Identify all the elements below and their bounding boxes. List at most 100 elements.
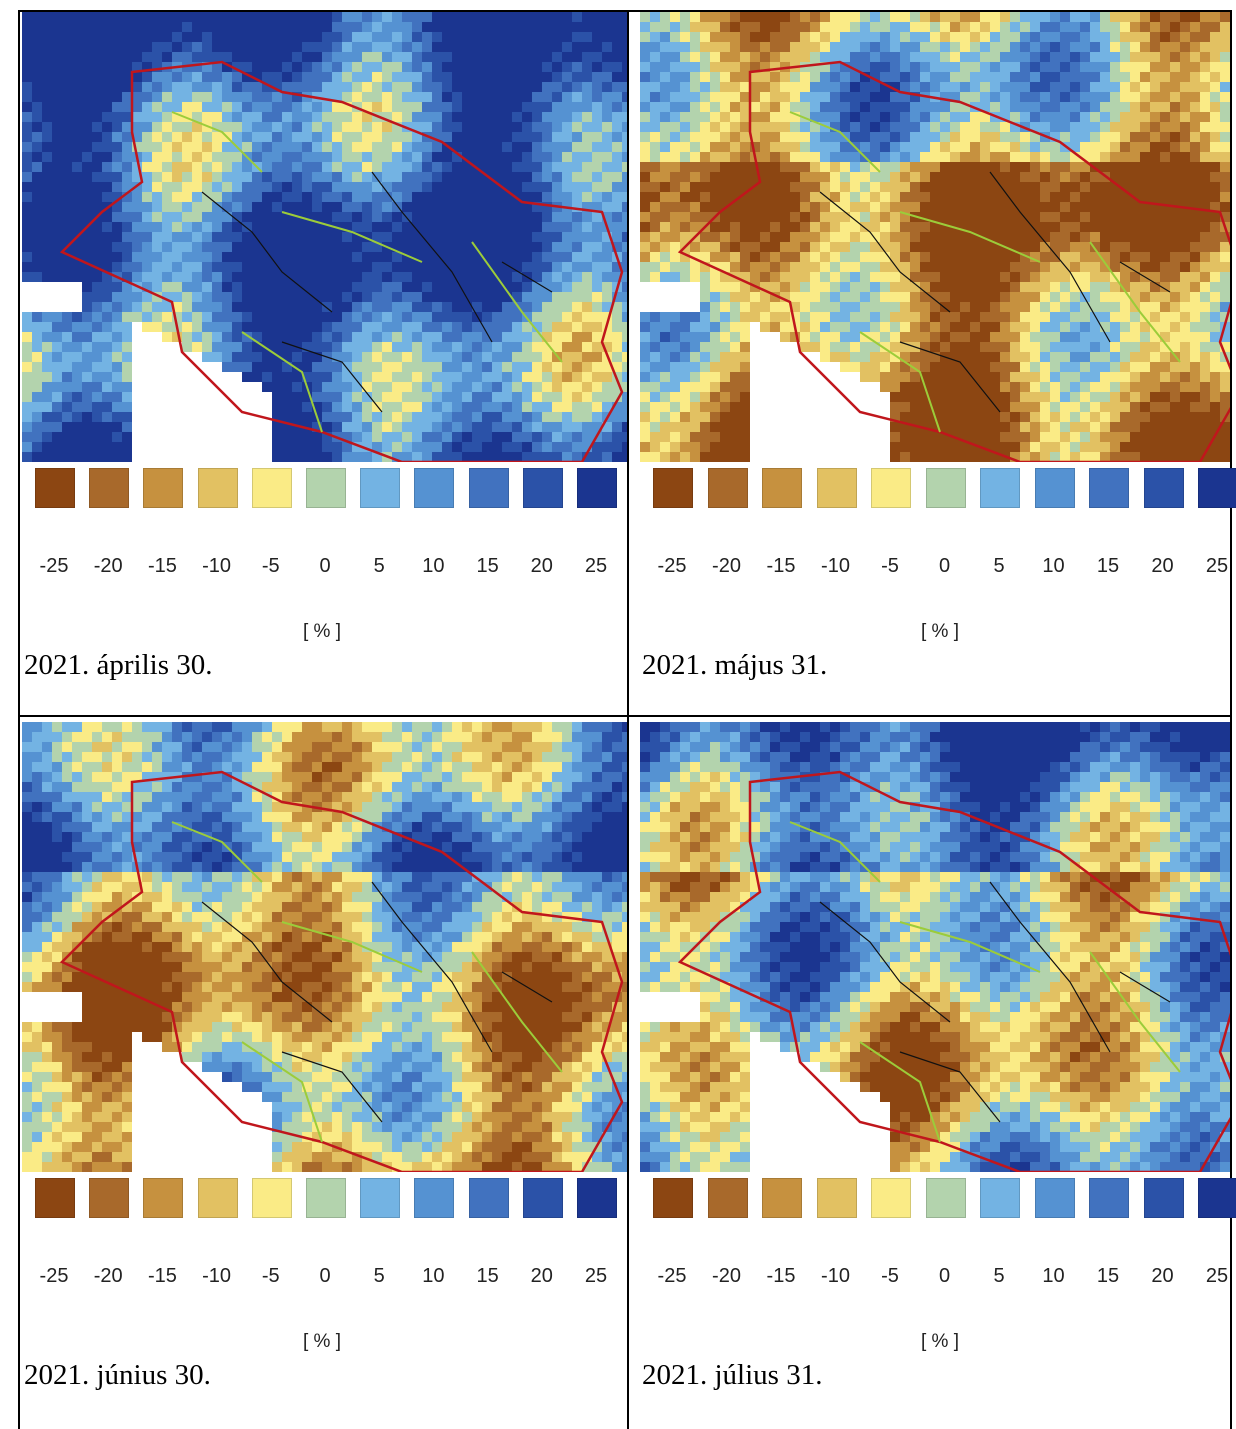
legend-label: -15 [767, 555, 796, 578]
legend-swatch [143, 1178, 183, 1218]
legend-label: 5 [374, 1265, 385, 1288]
legend-swatch [653, 468, 693, 508]
legend-swatch [306, 468, 346, 508]
legend-swatch [360, 1178, 400, 1218]
legend-swatch [35, 468, 75, 508]
legend-label: -5 [262, 555, 280, 578]
legend-swatch [523, 468, 563, 508]
legend-label: 25 [1206, 555, 1228, 578]
legend-label: 20 [1151, 1265, 1173, 1288]
legend-label: -20 [712, 555, 741, 578]
legend-label: 5 [993, 555, 1004, 578]
legend-label: 0 [939, 1265, 950, 1288]
legend-swatch [871, 1178, 911, 1218]
legend-unit: [ % ] [921, 621, 959, 643]
legend-label: 15 [476, 555, 498, 578]
map-image [22, 722, 627, 1172]
legend-label: -10 [821, 1265, 850, 1288]
legend-label: -25 [658, 1265, 687, 1288]
table-border [627, 10, 629, 1429]
legend-label: -15 [148, 1265, 177, 1288]
table-border [18, 715, 1230, 717]
legend-swatch [414, 468, 454, 508]
legend-label: -10 [821, 555, 850, 578]
legend-swatch [35, 1178, 75, 1218]
legend-swatch [523, 1178, 563, 1218]
legend-label: 10 [422, 555, 444, 578]
legend-label: -25 [658, 555, 687, 578]
map-image [22, 12, 627, 462]
figure-page: -25 -20 -15 -10 -5 0 5 10 15 20 25 [ % ] 2021. ápril… [0, 0, 1236, 1429]
legend-label: 10 [1042, 555, 1064, 578]
legend-label: -15 [767, 1265, 796, 1288]
legend-swatch [89, 468, 129, 508]
legend-swatch [817, 468, 857, 508]
legend-unit: [ % ] [303, 621, 341, 643]
legend-swatch [1035, 1178, 1075, 1218]
legend-swatch [708, 1178, 748, 1218]
legend-label: 20 [531, 1265, 553, 1288]
map-image [640, 12, 1230, 462]
panel-caption: 2021. április 30. [24, 649, 213, 682]
legend-swatch [1198, 468, 1236, 508]
legend-swatch [198, 468, 238, 508]
legend-label: -20 [94, 1265, 123, 1288]
legend-swatch [1035, 468, 1075, 508]
legend-swatch [143, 468, 183, 508]
legend-label: -10 [202, 1265, 231, 1288]
legend-swatch [926, 1178, 966, 1218]
legend-swatch [708, 468, 748, 508]
legend-unit: [ % ] [303, 1331, 341, 1353]
legend-label: 5 [374, 555, 385, 578]
legend-label: -5 [881, 555, 899, 578]
table-border [18, 10, 20, 1429]
legend-unit: [ % ] [921, 1331, 959, 1353]
panel-caption: 2021. június 30. [24, 1359, 211, 1392]
legend-swatch [871, 468, 911, 508]
legend-swatch [306, 1178, 346, 1218]
legend-swatch [1144, 468, 1184, 508]
legend-label: 10 [422, 1265, 444, 1288]
legend-swatch [1089, 468, 1129, 508]
legend-swatch [198, 1178, 238, 1218]
legend-label: 25 [585, 555, 607, 578]
legend-label: -20 [712, 1265, 741, 1288]
legend-swatch [817, 1178, 857, 1218]
map-image [640, 722, 1230, 1172]
panel-caption: 2021. július 31. [642, 1359, 822, 1392]
legend-swatch [577, 468, 617, 508]
legend-swatch [89, 1178, 129, 1218]
legend-swatch [1144, 1178, 1184, 1218]
legend-label: 20 [1151, 555, 1173, 578]
legend-swatch [252, 468, 292, 508]
legend-swatch [980, 468, 1020, 508]
legend-label: -25 [40, 1265, 69, 1288]
legend-label: 25 [1206, 1265, 1228, 1288]
legend-swatch [1089, 1178, 1129, 1218]
legend-label: -5 [262, 1265, 280, 1288]
legend-label: -20 [94, 555, 123, 578]
legend-swatch [980, 1178, 1020, 1218]
legend-swatch [653, 1178, 693, 1218]
legend-label: 15 [1097, 1265, 1119, 1288]
legend-label: -5 [881, 1265, 899, 1288]
legend-swatch [469, 468, 509, 508]
legend-label: 0 [939, 555, 950, 578]
panel-caption: 2021. május 31. [642, 649, 827, 682]
legend-swatch [762, 1178, 802, 1218]
legend-label: 20 [531, 555, 553, 578]
legend-label: -25 [40, 555, 69, 578]
legend-label: 25 [585, 1265, 607, 1288]
legend-label: -15 [148, 555, 177, 578]
legend-swatch [360, 468, 400, 508]
legend-label: 15 [1097, 555, 1119, 578]
legend-swatch [1198, 1178, 1236, 1218]
legend-label: 15 [476, 1265, 498, 1288]
legend-swatch [252, 1178, 292, 1218]
legend-label: -10 [202, 555, 231, 578]
legend-swatch [926, 468, 966, 508]
legend-label: 5 [993, 1265, 1004, 1288]
legend-swatch [577, 1178, 617, 1218]
legend-swatch [469, 1178, 509, 1218]
legend-swatch [762, 468, 802, 508]
